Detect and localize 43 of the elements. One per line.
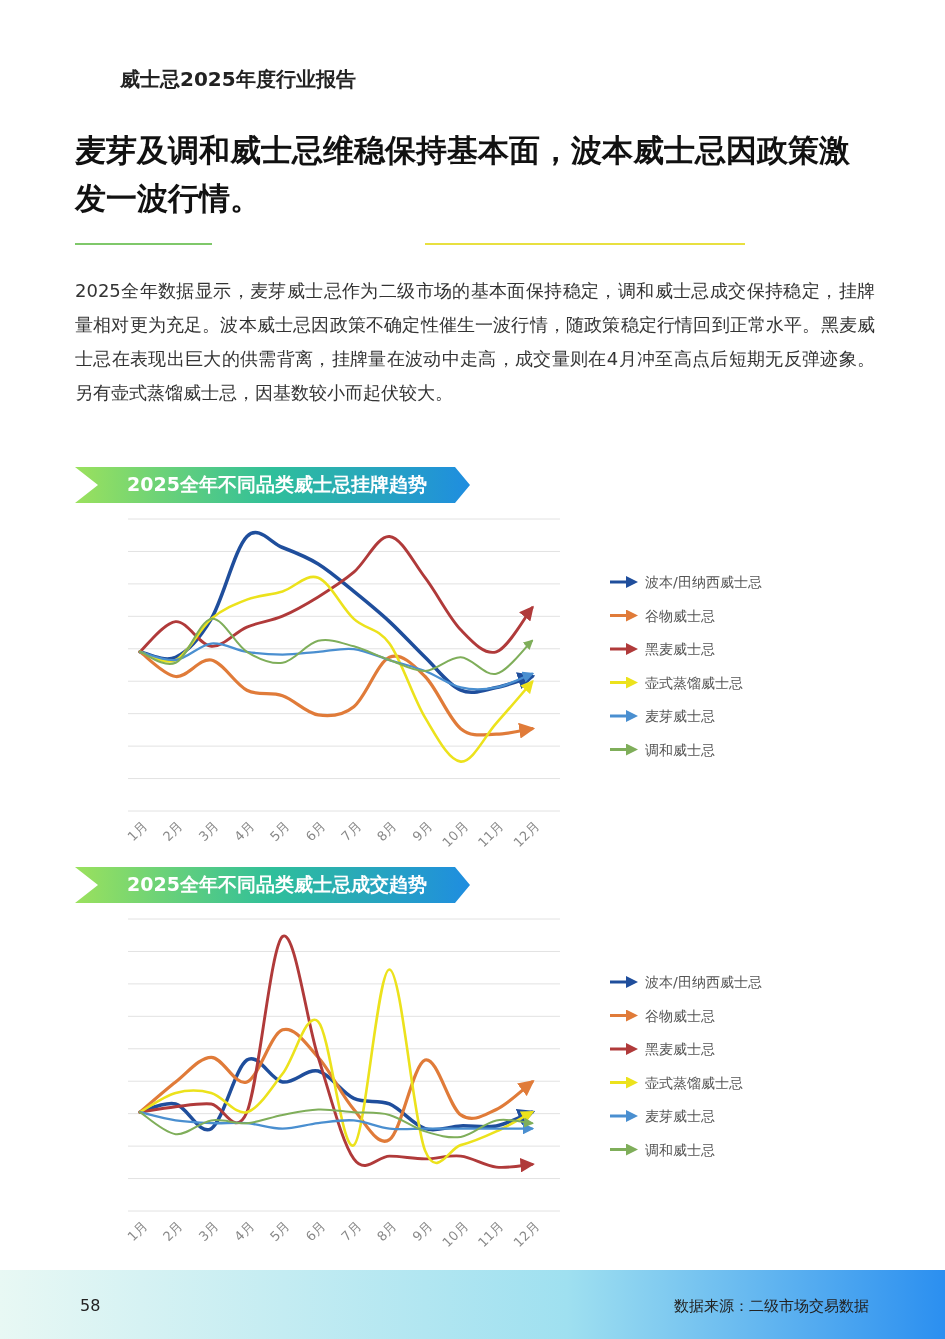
source-note: 数据来源：二级市场交易数据	[674, 1297, 869, 1316]
legend-label: 波本/田纳西威士忌	[645, 574, 762, 590]
x-tick-label: 7月	[338, 1218, 364, 1245]
x-tick-label: 3月	[195, 818, 222, 845]
x-tick-label: 1月	[124, 1218, 151, 1245]
x-tick-label: 10月	[439, 818, 471, 851]
x-tick-label: 3月	[195, 1218, 222, 1245]
x-tick-label: 11月	[474, 818, 507, 851]
legend-label: 麦芽威士忌	[645, 1108, 715, 1124]
x-tick-label: 11月	[474, 1218, 507, 1251]
x-tick-label: 9月	[409, 1218, 436, 1245]
text: 2025全年数据显示，麦芽威士忌作为二级市场的基本面保持稳定，调和威士忌成交保持稳定，挂牌量相对更为充足。波本威士忌因政策不确定性催生一波行情，随政策稳定行情回到正常水平。黑麦威士忌在表现出巨大的供需背离，挂牌量在波动中走高，成交量则在4月冲至高点后短期无反弹迹象。另有壶式蒸馏威士忌，因基数较小而起伏较大。	[75, 279, 875, 405]
legend-label: 壶式蒸馏威士忌	[645, 1074, 743, 1091]
x-tick-label: 8月	[373, 1218, 400, 1245]
x-tick-label: 9月	[409, 818, 436, 845]
chart-title: 2025全年不同品类威士忌挂牌趋势	[127, 472, 427, 497]
legend-label: 麦芽威士忌	[645, 708, 715, 724]
x-tick-label: 7月	[338, 818, 364, 845]
x-tick-label: 8月	[373, 818, 400, 845]
x-tick-label: 5月	[267, 818, 293, 845]
legend-label: 谷物威士忌	[645, 607, 715, 624]
x-tick-label: 5月	[267, 1218, 293, 1245]
x-tick-label: 4月	[231, 1218, 258, 1245]
legend-label: 波本/田纳西威士忌	[645, 974, 762, 990]
legend-label: 谷物威士忌	[645, 1007, 715, 1024]
text: 麦芽及调和威士忌维稳保持基本面，波本威士忌因政策激发一波行情。	[75, 131, 851, 218]
legend-label: 调和威士忌	[645, 1141, 715, 1158]
legend-label: 黑麦威士忌	[645, 641, 715, 657]
x-tick-label: 6月	[302, 818, 329, 845]
x-tick-label: 2月	[160, 1218, 186, 1245]
x-tick-label: 2月	[160, 818, 186, 845]
x-tick-label: 4月	[231, 818, 258, 845]
legend-label: 调和威士忌	[645, 741, 715, 758]
legend-label: 黑麦威士忌	[645, 1041, 715, 1057]
text: 58	[80, 1296, 101, 1315]
legend-label: 壶式蒸馏威士忌	[645, 674, 743, 691]
x-tick-label: 12月	[510, 1218, 543, 1251]
x-tick-label: 1月	[124, 818, 151, 845]
x-tick-label: 10月	[439, 1218, 471, 1251]
chart-title: 2025全年不同品类威士忌成交趋势	[127, 872, 427, 897]
text: 威士忌2025年度行业报告	[120, 66, 356, 93]
x-tick-label: 12月	[510, 818, 543, 851]
x-tick-label: 6月	[302, 1218, 329, 1245]
